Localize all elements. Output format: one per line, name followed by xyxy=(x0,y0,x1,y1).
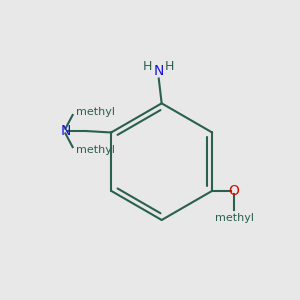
Text: methyl: methyl xyxy=(76,107,115,117)
Text: H: H xyxy=(143,60,152,74)
Text: methyl: methyl xyxy=(76,145,115,155)
Text: N: N xyxy=(154,64,164,78)
Text: methyl: methyl xyxy=(214,213,254,223)
Text: N: N xyxy=(60,124,70,138)
Text: O: O xyxy=(229,184,239,198)
Text: H: H xyxy=(165,60,175,74)
